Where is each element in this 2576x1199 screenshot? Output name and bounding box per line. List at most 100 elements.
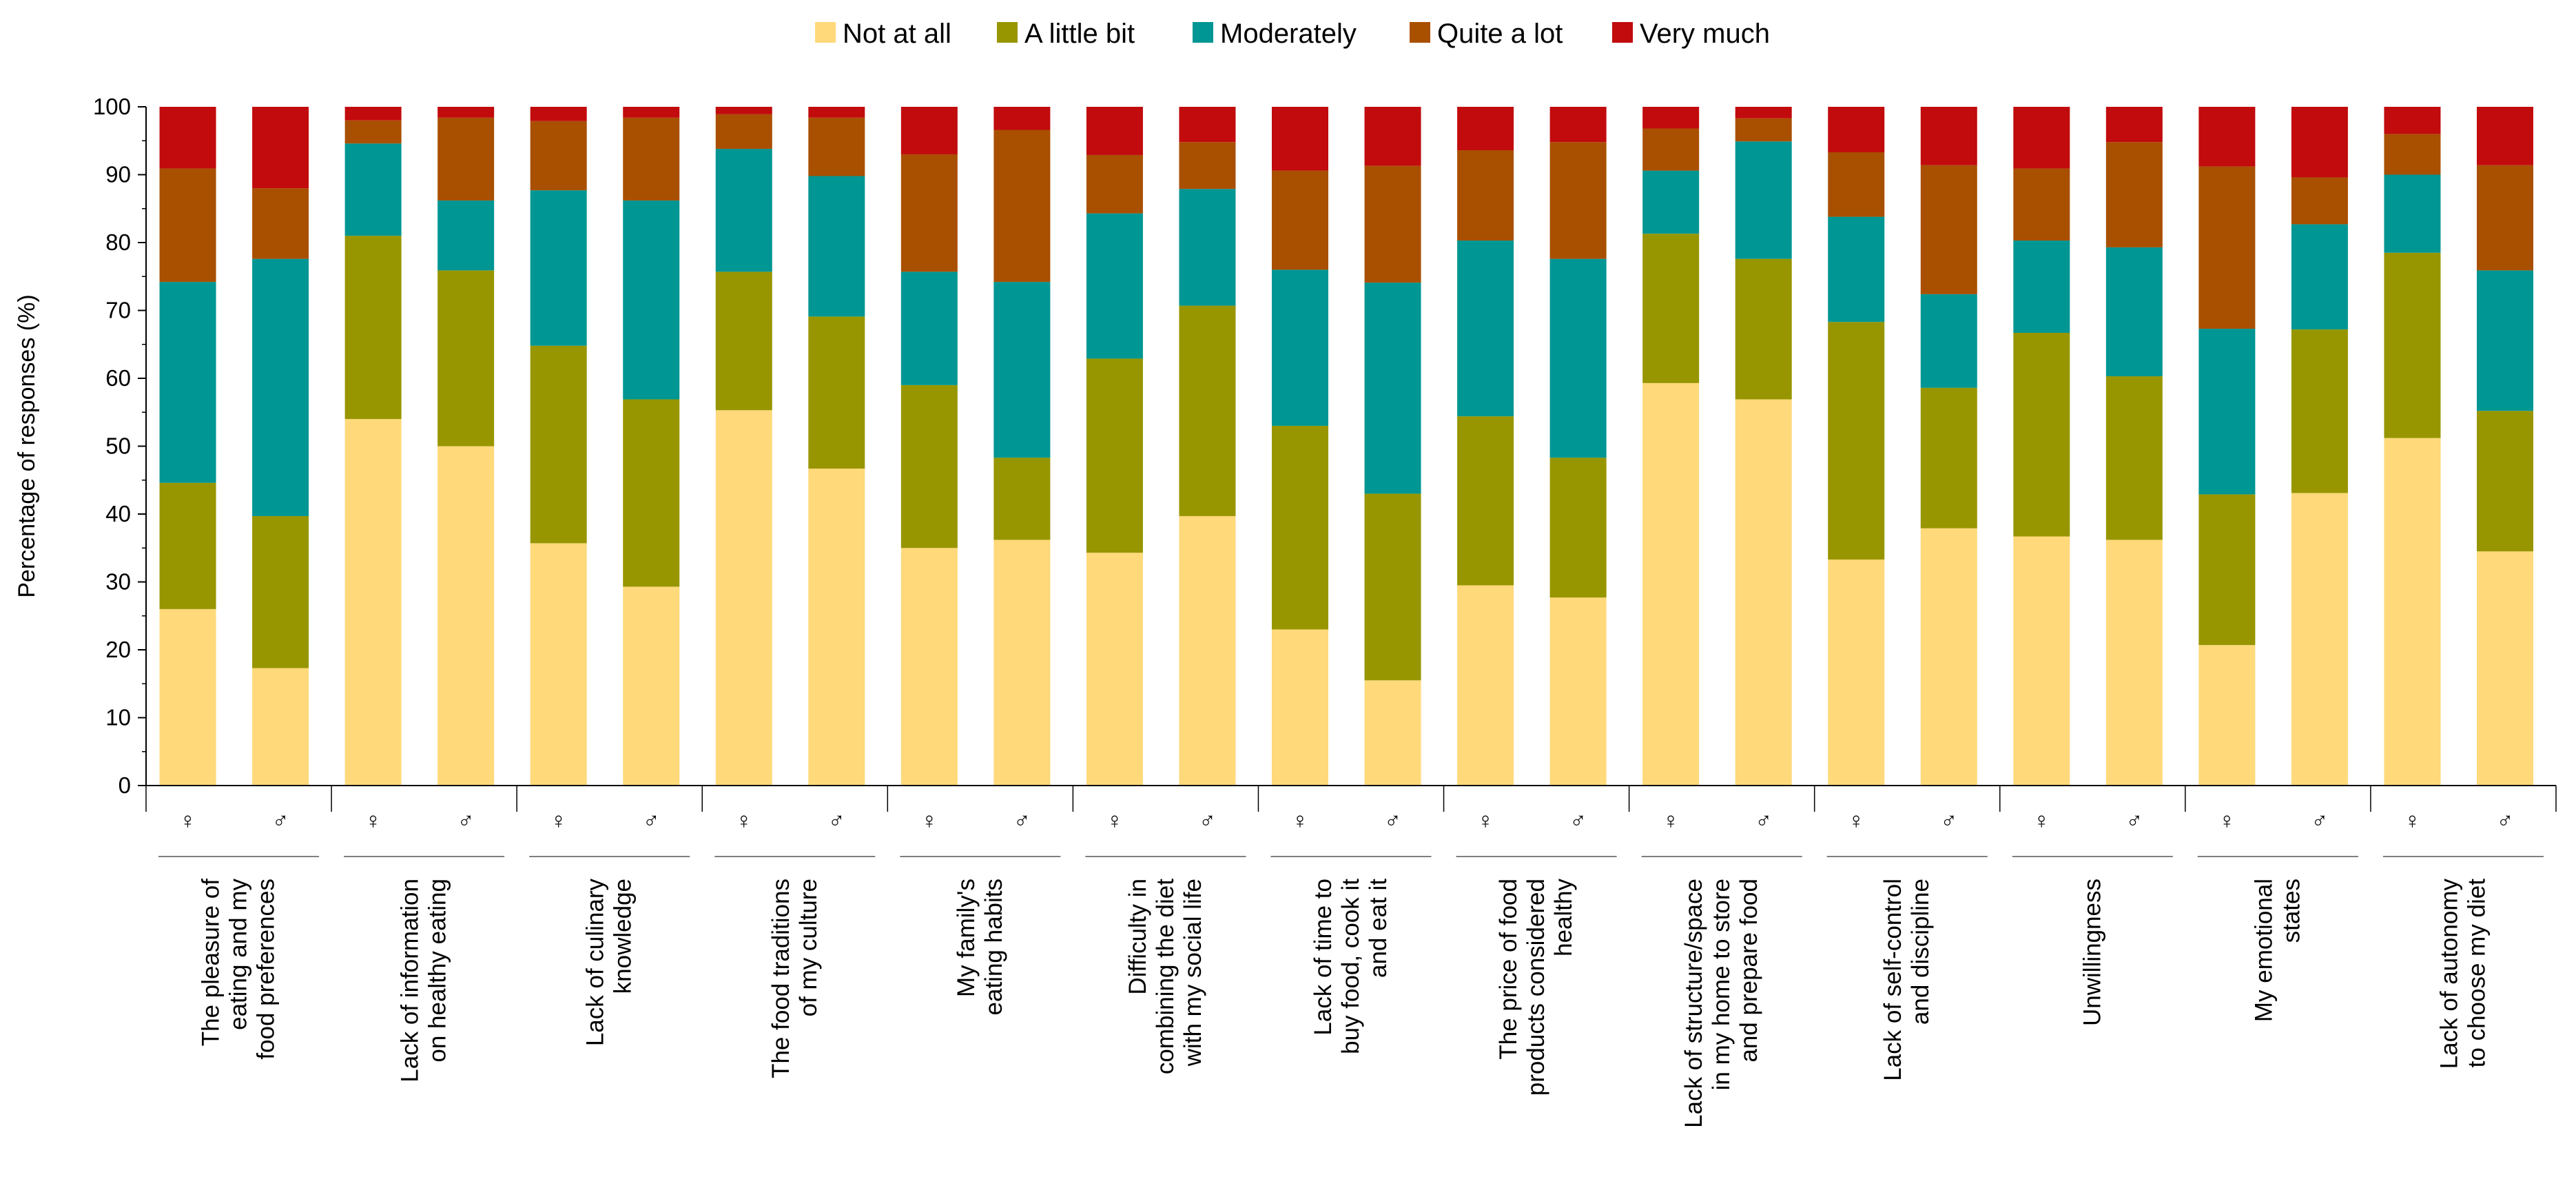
bar-segment-not-at-all-female-group-10 <box>1828 559 1885 786</box>
bar-segment-moderately-male-group-12 <box>2291 224 2348 330</box>
category-label-group-4: of my culture <box>795 879 822 1016</box>
bar-segment-very-much-female-group-9 <box>1642 107 1700 129</box>
category-label-group-6: with my social life <box>1179 879 1206 1067</box>
category-label-group-10: Lack of self-control <box>1879 879 1906 1081</box>
legend-swatch-a-little-bit <box>997 22 1018 43</box>
bar-segment-quite-a-lot-male-group-8 <box>1549 142 1607 259</box>
y-tick-label-60: 60 <box>105 365 131 391</box>
gender-symbol-female: ♀ <box>1106 808 1124 833</box>
y-tick-label-40: 40 <box>105 501 131 526</box>
category-label-group-1: food preferences <box>253 879 280 1060</box>
bar-segment-very-much-female-group-3 <box>530 107 587 121</box>
bar-segment-quite-a-lot-male-group-9 <box>1735 118 1792 142</box>
bar-segment-moderately-male-group-8 <box>1549 258 1607 458</box>
bar-segment-very-much-male-group-10 <box>1920 107 1977 165</box>
bar-segment-quite-a-lot-female-group-2 <box>344 120 402 144</box>
bar-segment-very-much-female-group-8 <box>1457 107 1514 151</box>
bar-segment-moderately-male-group-10 <box>1920 294 1977 388</box>
bar-segment-quite-a-lot-female-group-6 <box>1086 154 1143 214</box>
bar-segment-moderately-female-group-9 <box>1642 170 1700 234</box>
bar-segment-not-at-all-male-group-9 <box>1735 399 1792 786</box>
bar-segment-quite-a-lot-female-group-4 <box>715 114 772 150</box>
category-label-group-9: Lack of structure/space <box>1680 879 1707 1128</box>
bar-segment-a-little-bit-female-group-3 <box>530 345 587 544</box>
bar-segment-very-much-female-group-13 <box>2384 107 2441 134</box>
bar-segment-moderately-male-group-3 <box>623 200 680 400</box>
bar-segment-not-at-all-male-group-1 <box>252 668 309 786</box>
bar-segment-a-little-bit-male-group-3 <box>623 399 680 587</box>
bar-segment-quite-a-lot-female-group-12 <box>2198 166 2256 329</box>
bar-segment-quite-a-lot-male-group-12 <box>2291 177 2348 225</box>
bar-segment-quite-a-lot-male-group-7 <box>1364 165 1421 283</box>
bar-segment-not-at-all-male-group-7 <box>1364 680 1421 786</box>
bar-segment-not-at-all-female-group-2 <box>344 419 402 786</box>
bar-segment-a-little-bit-female-group-5 <box>900 385 958 549</box>
bar-segment-a-little-bit-male-group-12 <box>2291 329 2348 493</box>
bar-segment-a-little-bit-female-group-13 <box>2384 252 2441 438</box>
bar-segment-moderately-female-group-4 <box>715 149 772 272</box>
bar-segment-not-at-all-male-group-11 <box>2105 540 2163 786</box>
gender-symbol-male: ♂ <box>1013 808 1031 833</box>
y-tick-label-0: 0 <box>119 772 131 798</box>
category-label-group-7: Lack of time to <box>1310 879 1337 1036</box>
bar-segment-moderately-male-group-9 <box>1735 141 1792 259</box>
bar-segment-quite-a-lot-female-group-5 <box>900 154 958 272</box>
bar-segment-moderately-male-group-13 <box>2477 270 2534 411</box>
bar-segment-not-at-all-male-group-4 <box>808 469 865 786</box>
bar-segment-moderately-male-group-7 <box>1364 283 1421 494</box>
y-tick-label-30: 30 <box>105 569 131 595</box>
bar-segment-not-at-all-male-group-10 <box>1920 528 1977 786</box>
bar-segment-not-at-all-female-group-13 <box>2384 438 2441 786</box>
y-tick-label-20: 20 <box>105 637 131 662</box>
bar-segment-a-little-bit-male-group-7 <box>1364 493 1421 681</box>
bar-segment-a-little-bit-male-group-5 <box>993 458 1051 540</box>
bar-segment-not-at-all-female-group-11 <box>2013 536 2070 786</box>
bar-segment-quite-a-lot-female-group-7 <box>1272 170 1329 270</box>
bar-segment-a-little-bit-female-group-11 <box>2013 333 2070 537</box>
bar-segment-very-much-male-group-4 <box>808 107 865 118</box>
bar-segment-a-little-bit-male-group-6 <box>1179 305 1236 516</box>
category-label-group-2: Lack of information <box>397 879 424 1083</box>
bar-segment-quite-a-lot-female-group-13 <box>2384 134 2441 175</box>
bar-segment-moderately-male-group-2 <box>437 200 495 271</box>
category-label-group-13: Lack of autonomy <box>2435 879 2462 1069</box>
gender-symbol-female: ♀ <box>920 808 938 833</box>
bar-segment-very-much-male-group-1 <box>252 107 309 189</box>
legend: Not at all A little bit Moderately Quite a … <box>815 19 1770 49</box>
bar-segment-a-little-bit-female-group-2 <box>344 236 402 420</box>
bar-segment-not-at-all-male-group-2 <box>437 446 495 786</box>
y-axis-title: Percentage of responses (%) <box>14 294 40 597</box>
bar-segment-a-little-bit-male-group-1 <box>252 515 309 668</box>
gender-symbol-male: ♂ <box>828 808 845 833</box>
bar-segment-a-little-bit-male-group-10 <box>1920 387 1977 529</box>
gender-symbol-male: ♂ <box>1384 808 1401 833</box>
bar-segment-a-little-bit-female-group-7 <box>1272 425 1329 630</box>
bar-segment-very-much-male-group-12 <box>2291 107 2348 178</box>
category-label-group-10: and discipline <box>1907 879 1934 1025</box>
bar-segment-very-much-male-group-5 <box>993 107 1051 130</box>
gender-symbol-female: ♀ <box>1477 808 1494 833</box>
legend-label-moderately: Moderately <box>1220 19 1357 49</box>
gender-symbol-female: ♀ <box>2404 808 2421 833</box>
bar-segment-moderately-female-group-8 <box>1457 240 1514 417</box>
category-label-group-6: Difficulty in <box>1124 879 1151 995</box>
category-label-group-4: The food traditions <box>767 879 794 1078</box>
gender-symbol-female: ♀ <box>550 808 567 833</box>
bar-segment-not-at-all-female-group-7 <box>1272 629 1329 786</box>
bar-segment-very-much-female-group-1 <box>159 107 216 169</box>
gender-symbol-male: ♂ <box>457 808 475 833</box>
bar-segment-moderately-female-group-7 <box>1272 269 1329 426</box>
bar-segment-a-little-bit-male-group-9 <box>1735 258 1792 400</box>
bar-segment-quite-a-lot-female-group-11 <box>2013 168 2070 241</box>
category-label-group-3: knowledge <box>610 879 637 994</box>
gender-symbol-male: ♂ <box>1940 808 1957 833</box>
bar-segment-moderately-female-group-13 <box>2384 174 2441 253</box>
bar-segment-not-at-all-female-group-12 <box>2198 645 2256 786</box>
legend-swatch-not-at-all <box>815 22 836 43</box>
bar-segment-very-much-female-group-10 <box>1828 107 1885 152</box>
category-label-group-12: states <box>2278 879 2305 943</box>
gender-symbol-female: ♀ <box>364 808 382 833</box>
bar-segment-not-at-all-female-group-9 <box>1642 382 1700 786</box>
bar-segment-a-little-bit-male-group-13 <box>2477 411 2534 552</box>
